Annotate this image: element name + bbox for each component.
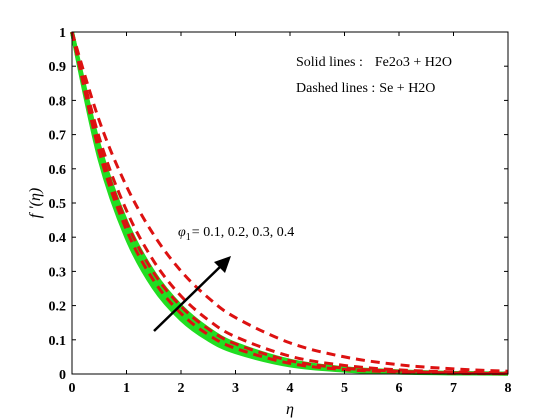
curve-layer bbox=[70, 31, 509, 376]
y-tick-label: 0.5 bbox=[49, 197, 67, 212]
x-tick-label: 7 bbox=[450, 381, 457, 396]
dashed-curve-phi-0.4 bbox=[70, 31, 509, 373]
dashed-curve-phi-0.1 bbox=[70, 31, 509, 376]
legend-dashed-prefix: Dashed lines : bbox=[296, 81, 375, 96]
y-tick-label: 0.2 bbox=[49, 300, 67, 315]
legend-solid-prefix: Solid lines : bbox=[296, 55, 363, 70]
annotation-phi-subscript: 1 bbox=[186, 232, 191, 243]
legend-dashed-text: Se + H2O bbox=[379, 81, 435, 96]
x-tick-label: 3 bbox=[232, 381, 239, 396]
x-tick-label: 1 bbox=[123, 381, 130, 396]
y-tick-label: 0.8 bbox=[49, 94, 67, 109]
dashed-curve-phi-0.2 bbox=[70, 31, 509, 376]
solid-curve-phi-0.1 bbox=[70, 31, 509, 376]
x-axis-label: η bbox=[286, 401, 294, 418]
y-tick-label: 0.4 bbox=[49, 231, 67, 246]
annotation-phi-symbol: φ bbox=[178, 225, 186, 240]
solid-curve-phi-0.3 bbox=[70, 31, 509, 376]
tick-layer: 0 1 2 3 4 5 6 7 8 0 0.1 0.2 0.3 0.4 0.5 0.6 0.7 0.8 0.9 1 bbox=[49, 26, 512, 396]
plot-frame bbox=[71, 31, 509, 375]
x-tick-label: 8 bbox=[505, 381, 512, 396]
x-tick-label: 6 bbox=[396, 381, 403, 396]
solid-curve-phi-0.2 bbox=[70, 31, 509, 376]
y-tick-label: 0.9 bbox=[49, 60, 67, 75]
trend-arrow bbox=[153, 263, 224, 332]
legend-solid-text: Fe2o3 + H2O bbox=[375, 55, 452, 70]
y-tick-label: 0.1 bbox=[49, 334, 67, 349]
annotation-values: = 0.1, 0.2, 0.3, 0.4 bbox=[192, 225, 294, 240]
x-tick-label: 0 bbox=[69, 381, 76, 396]
dashed-curve-phi-0.3 bbox=[70, 31, 509, 375]
y-tick-label: 0.6 bbox=[49, 163, 67, 178]
x-tick-label: 2 bbox=[178, 381, 185, 396]
x-tick-label: 5 bbox=[341, 381, 348, 396]
x-tick-label: 4 bbox=[287, 381, 294, 396]
y-tick-label: 0 bbox=[59, 368, 66, 383]
y-tick-label: 1 bbox=[59, 26, 66, 41]
trend-arrow-head bbox=[214, 256, 231, 273]
solid-curve-phi-0.4 bbox=[70, 31, 509, 376]
y-axis-label: f '(η) bbox=[27, 188, 44, 218]
y-tick-label: 0.3 bbox=[49, 265, 67, 280]
y-tick-label: 0.7 bbox=[49, 129, 67, 144]
